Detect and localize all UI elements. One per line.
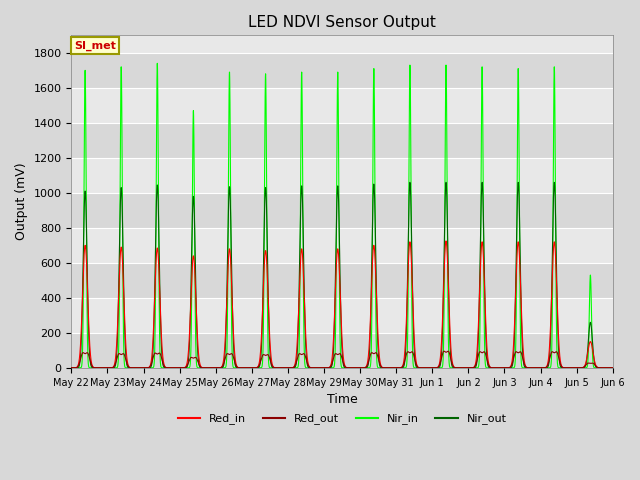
Title: LED NDVI Sensor Output: LED NDVI Sensor Output	[248, 15, 436, 30]
Bar	[72, 263, 612, 298]
Text: SI_met: SI_met	[74, 40, 116, 50]
Bar	[72, 333, 612, 368]
Bar	[72, 53, 612, 88]
Y-axis label: Output (mV): Output (mV)	[15, 163, 28, 240]
X-axis label: Time: Time	[326, 393, 357, 406]
Bar	[72, 123, 612, 158]
Legend: Red_in, Red_out, Nir_in, Nir_out: Red_in, Red_out, Nir_in, Nir_out	[173, 409, 511, 429]
Bar	[72, 193, 612, 228]
